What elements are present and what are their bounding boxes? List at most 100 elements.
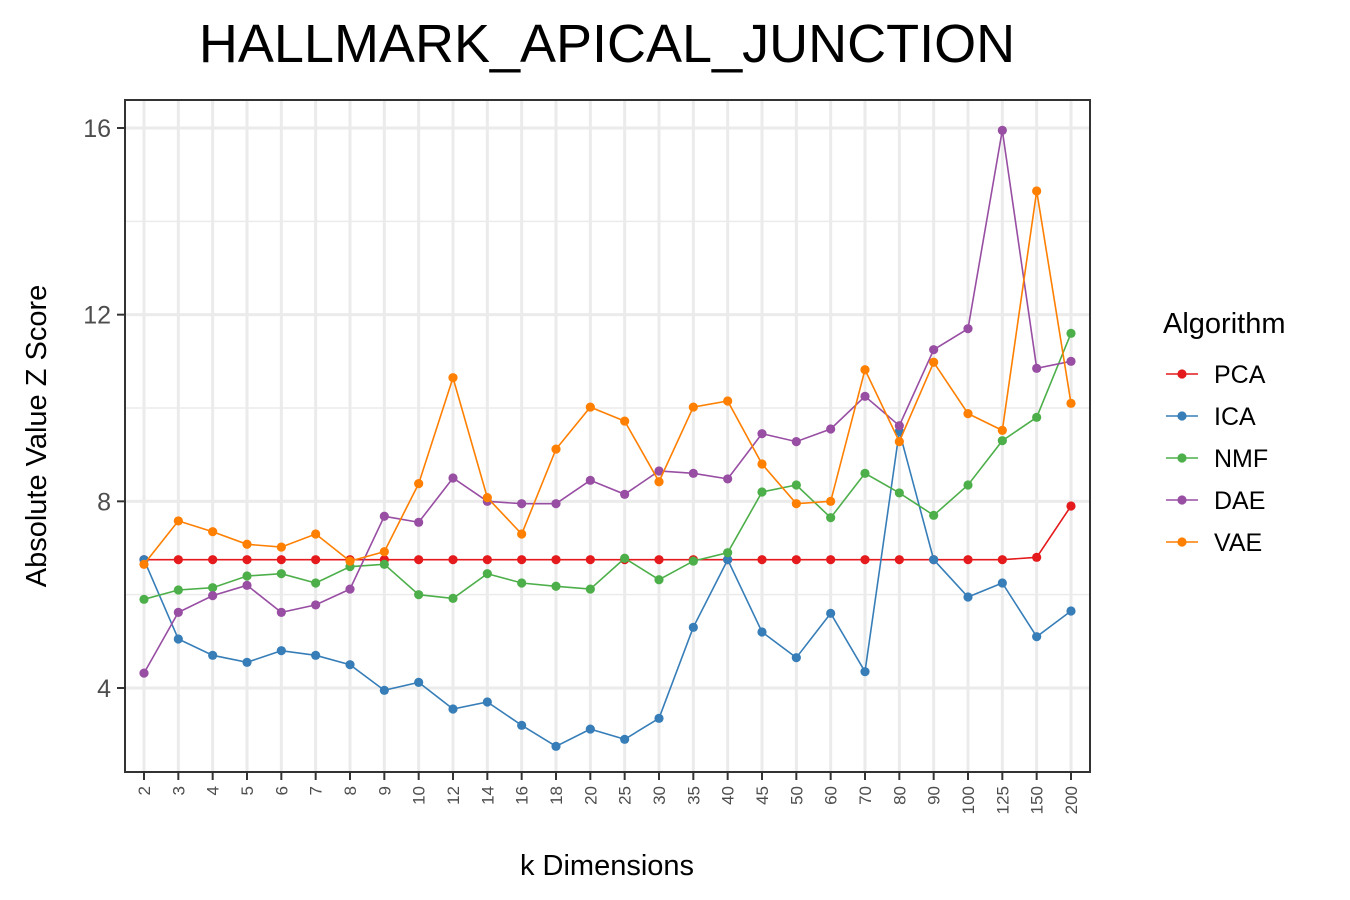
data-point-nmf (894, 488, 904, 498)
data-point-vae (311, 529, 321, 539)
x-tick-label: 7 (307, 786, 326, 795)
data-point-vae (620, 416, 630, 426)
data-point-nmf (723, 548, 733, 558)
data-point-vae (654, 477, 664, 487)
data-point-nmf (757, 487, 767, 497)
data-point-vae (139, 559, 149, 569)
data-point-vae (860, 365, 870, 375)
data-point-ica (826, 608, 836, 618)
data-point-vae (585, 402, 595, 412)
x-tick-label: 200 (1062, 786, 1081, 814)
data-point-ica (585, 724, 595, 734)
data-point-dae (654, 466, 664, 476)
data-point-ica (757, 627, 767, 637)
data-point-dae (894, 421, 904, 431)
data-point-pca (894, 555, 904, 565)
data-point-ica (311, 650, 321, 660)
x-tick-label: 12 (444, 786, 463, 805)
data-point-vae (345, 556, 355, 566)
data-point-dae (929, 345, 939, 355)
data-point-dae (448, 473, 458, 483)
data-point-ica (791, 653, 801, 663)
data-point-ica (620, 734, 630, 744)
data-point-vae (173, 516, 183, 526)
data-point-pca (757, 555, 767, 565)
x-tick-label: 125 (993, 786, 1012, 814)
data-point-ica (654, 713, 664, 723)
data-point-pca (997, 555, 1007, 565)
data-point-ica (448, 704, 458, 714)
y-tick-label: 12 (83, 302, 111, 330)
data-point-ica (173, 634, 183, 644)
data-point-ica (723, 555, 733, 565)
data-point-nmf (620, 553, 630, 563)
data-point-nmf (929, 510, 939, 520)
data-point-nmf (860, 468, 870, 478)
data-point-dae (791, 437, 801, 447)
panel-background (125, 100, 1090, 772)
data-point-dae (345, 584, 355, 594)
data-point-dae (723, 474, 733, 484)
legend-item-nmf: NMF (1166, 445, 1268, 473)
data-point-vae (551, 444, 561, 454)
data-point-pca (482, 555, 492, 565)
data-point-dae (139, 668, 149, 678)
data-point-dae (173, 607, 183, 618)
x-tick-label: 16 (513, 786, 532, 805)
x-tick-label: 10 (410, 786, 429, 805)
x-tick-label: 40 (719, 786, 738, 805)
data-point-ica (242, 657, 252, 667)
data-point-nmf (242, 571, 252, 581)
series-line-ica (143, 431, 1072, 748)
data-point-dae (517, 499, 527, 509)
data-point-dae (1032, 363, 1042, 373)
data-point-vae (688, 402, 698, 412)
data-point-nmf (276, 569, 286, 579)
legend-item-vae: VAE (1166, 529, 1262, 557)
data-point-pca (551, 555, 561, 565)
data-point-ica (414, 677, 424, 688)
x-tick-label: 30 (650, 786, 669, 805)
data-point-vae (1032, 186, 1042, 196)
chart-title: HALLMARK_APICAL_JUNCTION (199, 14, 1015, 74)
x-tick-label: 45 (753, 786, 772, 805)
data-point-dae (208, 591, 218, 601)
data-point-ica (997, 578, 1007, 588)
data-point-nmf (139, 594, 149, 604)
series-ica (139, 426, 1076, 751)
data-point-vae (242, 539, 252, 549)
legend-label: PCA (1214, 361, 1266, 389)
data-point-vae (791, 499, 801, 509)
data-point-pca (173, 555, 183, 565)
series-line-pca (144, 505, 1072, 561)
data-point-vae (929, 357, 939, 367)
data-point-vae (482, 493, 492, 503)
data-point-ica (517, 720, 527, 730)
data-point-dae (1066, 356, 1076, 366)
x-tick-label: 50 (787, 786, 806, 805)
data-point-dae (242, 580, 252, 590)
legend-key-point (1177, 495, 1187, 505)
data-point-pca (1066, 501, 1076, 511)
data-point-pca (963, 555, 973, 565)
data-point-ica (379, 685, 389, 695)
legend-key-point (1177, 537, 1187, 547)
data-point-pca (826, 555, 836, 565)
data-point-nmf (997, 436, 1007, 446)
y-tick-label: 8 (97, 488, 111, 516)
legend-key-point (1177, 411, 1187, 421)
data-point-vae (517, 529, 527, 539)
data-point-nmf (963, 480, 973, 490)
data-point-dae (963, 324, 973, 334)
data-point-pca (448, 555, 458, 565)
data-point-vae (894, 437, 904, 447)
data-point-ica (1032, 632, 1042, 642)
data-point-vae (757, 459, 767, 469)
legend-item-pca: PCA (1166, 361, 1266, 389)
data-point-nmf (448, 593, 458, 604)
series-dae (139, 125, 1076, 678)
data-point-dae (585, 475, 595, 485)
x-axis: 2 3 4 5 6 7 8 9 10 12 14 16 18 20 25 30 35 40 45 50 60 70 80 90… (135, 772, 1081, 814)
data-point-nmf (173, 585, 183, 595)
